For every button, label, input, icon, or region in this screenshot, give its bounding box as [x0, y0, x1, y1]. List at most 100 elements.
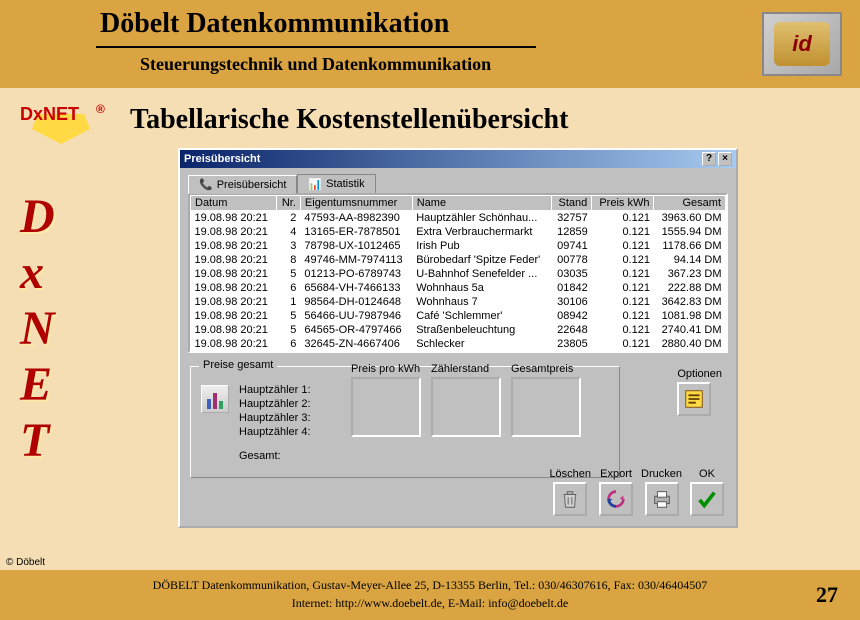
col-datum[interactable]: Datum: [191, 196, 277, 211]
table-cell: 22648: [551, 323, 592, 337]
table-row[interactable]: 19.08.98 20:21632645-ZN-4667406Schlecker…: [191, 337, 726, 351]
table-cell: Straßenbeleuchtung: [412, 323, 551, 337]
table-row[interactable]: 19.08.98 20:21501213-PO-6789743U-Bahnhof…: [191, 267, 726, 281]
table-cell: 98564-DH-0124648: [300, 295, 412, 309]
table-row[interactable]: 19.08.98 20:21413165-ER-7878501Extra Ver…: [191, 225, 726, 239]
help-button[interactable]: ?: [702, 152, 716, 166]
table-cell: 0.121: [592, 323, 654, 337]
table-cell: 19.08.98 20:21: [191, 323, 277, 337]
dxnet-d: D: [20, 104, 33, 124]
table-row[interactable]: 19.08.98 20:21564565-OR-4797466Straßenbe…: [191, 323, 726, 337]
window-titlebar[interactable]: Preisübersicht ? ×: [180, 150, 736, 168]
table-cell: 08942: [551, 309, 592, 323]
table-cell: 64565-OR-4797466: [300, 323, 412, 337]
trash-icon: [559, 488, 581, 510]
table-cell: 01842: [551, 281, 592, 295]
table-cell: 94.14 DM: [654, 253, 726, 267]
chart-icon: 📊: [308, 178, 322, 191]
table-cell: 5: [276, 267, 300, 281]
vbrand-x: x: [20, 246, 55, 302]
table-row[interactable]: 19.08.98 20:21378798-UX-1012465Irish Pub…: [191, 239, 726, 253]
col-eigentum[interactable]: Eigentumsnummer: [300, 196, 412, 211]
export-button[interactable]: [599, 482, 633, 516]
table-cell: 1555.94 DM: [654, 225, 726, 239]
header-bar: Döbelt Datenkommunikation Steuerungstech…: [0, 0, 860, 88]
titlebar-buttons: ? ×: [702, 152, 732, 166]
table-cell: 0.121: [592, 337, 654, 351]
table-cell: 1178.66 DM: [654, 239, 726, 253]
table-cell: 47593-AA-8982390: [300, 211, 412, 225]
table-row[interactable]: 19.08.98 20:21247593-AA-8982390Hauptzähl…: [191, 211, 726, 225]
lbl-zaehlerstand: Zählerstand: [431, 363, 489, 375]
table-cell: 19.08.98 20:21: [191, 225, 277, 239]
refresh-icon: [605, 488, 627, 510]
table-cell: 0.121: [592, 309, 654, 323]
table-cell: 5: [276, 323, 300, 337]
table-cell: 03035: [551, 267, 592, 281]
table-cell: 4: [276, 225, 300, 239]
bar-chart-icon[interactable]: [201, 385, 229, 413]
close-button[interactable]: ×: [718, 152, 732, 166]
table-cell: 19.08.98 20:21: [191, 337, 277, 351]
loeschen-label: Löschen: [549, 468, 591, 480]
col-gesamt[interactable]: Gesamt: [654, 196, 726, 211]
window-title: Preisübersicht: [184, 153, 260, 165]
optionen-button[interactable]: [677, 382, 711, 416]
table-cell: 56466-UU-7987946: [300, 309, 412, 323]
tab-strip: 📞 Preisübersicht 📊 Statistik: [188, 174, 728, 193]
optionen-area: Optionen: [677, 368, 722, 416]
table-row[interactable]: 19.08.98 20:21556466-UU-7987946Café 'Sch…: [191, 309, 726, 323]
drucken-label: Drucken: [641, 468, 682, 480]
table-cell: Hauptzähler Schönhau...: [412, 211, 551, 225]
table-cell: 367.23 DM: [654, 267, 726, 281]
tab-label: Statistik: [326, 178, 365, 190]
table-cell: 0.121: [592, 267, 654, 281]
drucken-button[interactable]: [645, 482, 679, 516]
col-name[interactable]: Name: [412, 196, 551, 211]
vbrand-d: D: [20, 190, 55, 246]
table-cell: 2: [276, 211, 300, 225]
lbl-preis-kwh: Preis pro kWh: [351, 363, 420, 375]
table-cell: 2740.41 DM: [654, 323, 726, 337]
table-cell: 0.121: [592, 295, 654, 309]
table-row[interactable]: 19.08.98 20:21849746-MM-7974113Bürobedar…: [191, 253, 726, 267]
price-table[interactable]: Datum Nr. Eigentumsnummer Name Stand Pre…: [190, 195, 726, 351]
table-cell: 3: [276, 239, 300, 253]
table-row[interactable]: 19.08.98 20:21665684-VH-7466133Wohnhaus …: [191, 281, 726, 295]
action-buttons: Löschen Export Drucken OK: [549, 468, 724, 516]
logo-text: id: [774, 22, 830, 66]
table-cell: 3963.60 DM: [654, 211, 726, 225]
table-cell: Schlecker: [412, 337, 551, 351]
tab-statistik[interactable]: 📊 Statistik: [297, 174, 375, 193]
vbrand-e: E: [20, 358, 55, 414]
tab-preisuebersicht[interactable]: 📞 Preisübersicht: [188, 175, 297, 194]
table-cell: 222.88 DM: [654, 281, 726, 295]
table-cell: 78798-UX-1012465: [300, 239, 412, 253]
loeschen-button[interactable]: [553, 482, 587, 516]
copyright: © Döbelt: [6, 557, 45, 568]
vbrand-n: N: [20, 302, 55, 358]
preise-gesamt-group: Hauptzähler 1: Hauptzähler 2: Hauptzähle…: [190, 366, 620, 478]
table-header-row[interactable]: Datum Nr. Eigentumsnummer Name Stand Pre…: [191, 196, 726, 211]
table-cell: 19.08.98 20:21: [191, 281, 277, 295]
dxnet-net: NET: [43, 104, 79, 124]
header-title: Döbelt Datenkommunikation: [100, 8, 449, 40]
dxnet-text: DxNET: [20, 104, 79, 125]
printer-icon: [651, 488, 673, 510]
table-cell: 3642.83 DM: [654, 295, 726, 309]
table-cell: 2880.40 DM: [654, 337, 726, 351]
table-cell: 1: [276, 295, 300, 309]
table-cell: 19.08.98 20:21: [191, 309, 277, 323]
table-cell: 0.121: [592, 281, 654, 295]
hz-4: Hauptzähler 4:: [239, 425, 311, 439]
ok-button[interactable]: [690, 482, 724, 516]
vbrand-t: T: [20, 414, 55, 470]
phone-icon: 📞: [199, 178, 213, 191]
slide: Döbelt Datenkommunikation Steuerungstech…: [0, 0, 860, 620]
col-nr[interactable]: Nr.: [276, 196, 300, 211]
col-preis[interactable]: Preis kWh: [592, 196, 654, 211]
page-number: 27: [816, 582, 838, 608]
col-stand[interactable]: Stand: [551, 196, 592, 211]
table-row[interactable]: 19.08.98 20:21198564-DH-0124648Wohnhaus …: [191, 295, 726, 309]
dxnet-badge: DxNET ®: [12, 100, 112, 148]
